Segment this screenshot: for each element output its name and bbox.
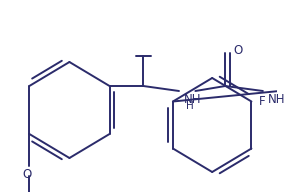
Text: O: O: [23, 168, 32, 181]
Text: NH: NH: [268, 93, 285, 106]
Text: F: F: [259, 95, 266, 108]
Text: NH: NH: [184, 93, 201, 106]
Text: H: H: [186, 101, 193, 111]
Text: O: O: [233, 45, 242, 57]
